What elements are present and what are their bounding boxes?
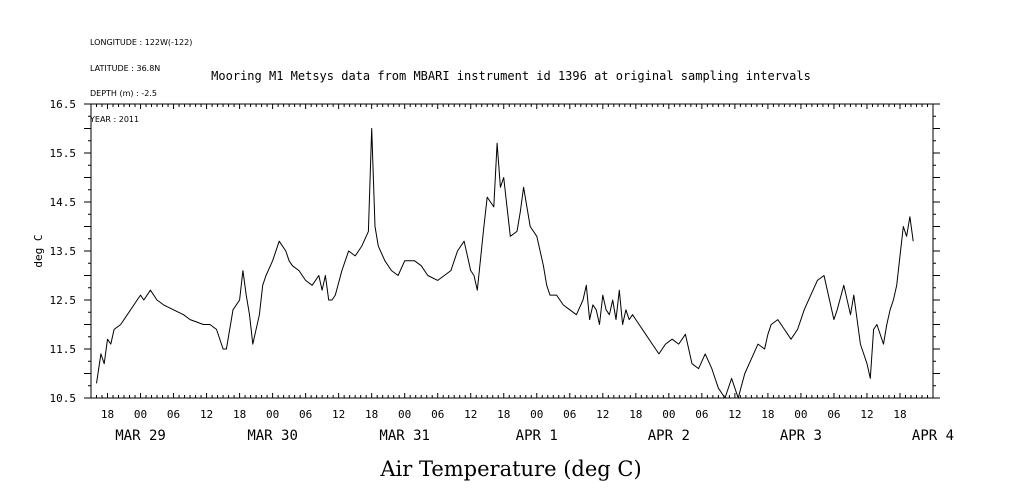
y-tick-label: 10.5 — [50, 392, 77, 405]
y-tick-label: 14.5 — [50, 196, 77, 209]
x-hour-label: 18 — [629, 408, 642, 421]
x-hour-label: 00 — [662, 408, 675, 421]
x-hour-label: 06 — [299, 408, 312, 421]
x-hour-label: 12 — [728, 408, 741, 421]
x-day-label: MAR 29 — [115, 428, 166, 444]
x-hour-label: 00 — [134, 408, 147, 421]
x-axis-day-labels: MAR 29 MAR 30 MAR 31 APR 1 APR 2 APR 3 APR 4 — [115, 428, 954, 444]
x-hour-label: 00 — [794, 408, 807, 421]
x-hour-label: 18 — [233, 408, 246, 421]
year-label: YEAR : 2011 — [90, 114, 140, 124]
temperature-series-line — [96, 128, 914, 399]
x-hour-label: 06 — [563, 408, 576, 421]
x-hour-label: 00 — [530, 408, 543, 421]
x-day-label: MAR 31 — [379, 428, 430, 444]
x-hour-label: 06 — [431, 408, 444, 421]
x-hour-label: 12 — [860, 408, 873, 421]
x-hour-label: 00 — [398, 408, 411, 421]
y-tick-label: 11.5 — [50, 343, 77, 356]
x-day-label: APR 2 — [648, 428, 690, 444]
x-hour-label: 06 — [695, 408, 708, 421]
x-hour-label: 18 — [893, 408, 906, 421]
x-hour-label: 18 — [761, 408, 774, 421]
x-hour-label: 12 — [596, 408, 609, 421]
plot-frame — [90, 103, 934, 399]
x-axis-hour-labels: 18 00 06 12 18 00 06 12 18 00 06 12 18 00 06 12 18 00 06 12… — [101, 408, 907, 421]
x-hour-label: 00 — [266, 408, 279, 421]
x-hour-label: 12 — [332, 408, 345, 421]
y-tick-label: 16.5 — [50, 98, 77, 111]
longitude-label: LONGITUDE : 122W(-122) — [90, 38, 193, 47]
x-hour-label: 18 — [101, 408, 114, 421]
x-axis-title: Air Temperature (deg C) — [379, 457, 641, 481]
latitude-label: LATITUDE : 36.8N — [90, 63, 161, 73]
x-hour-label: 06 — [167, 408, 180, 421]
x-day-label: APR 3 — [780, 428, 822, 444]
y-tick-label: 12.5 — [50, 294, 77, 307]
x-hour-label: 06 — [827, 408, 840, 421]
y-tick-label: 15.5 — [50, 147, 77, 160]
x-day-label: APR 1 — [516, 428, 558, 444]
y-tick-label: 13.5 — [50, 245, 77, 258]
x-day-label: APR 4 — [912, 428, 954, 444]
x-hour-label: 18 — [497, 408, 510, 421]
x-hour-label: 18 — [365, 408, 378, 421]
station-metadata: LONGITUDE : 122W(-122) LATITUDE : 36.8N … — [90, 22, 192, 133]
chart-title: Mooring M1 Metsys data from MBARI instru… — [211, 69, 811, 83]
x-day-label: MAR 30 — [247, 428, 298, 444]
y-axis-tick-labels: 16.5 15.5 14.5 13.5 12.5 11.5 10.5 — [50, 98, 77, 405]
x-hour-label: 12 — [464, 408, 477, 421]
depth-label: DEPTH (m) : -2.5 — [90, 89, 157, 98]
y-axis-title: deg C — [32, 234, 45, 267]
x-hour-label: 12 — [200, 408, 213, 421]
axis-ticks — [84, 103, 940, 399]
